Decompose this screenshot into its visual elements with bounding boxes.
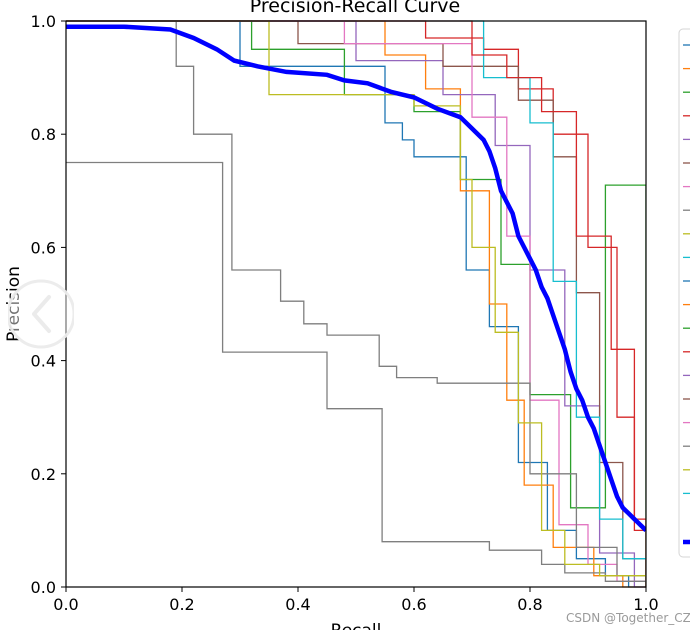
legend bbox=[678, 28, 690, 558]
axes-frame bbox=[65, 20, 647, 588]
previous-slide-button[interactable] bbox=[6, 276, 76, 352]
legend-box bbox=[678, 28, 690, 558]
y-tick-label: 0.8 bbox=[31, 125, 56, 144]
series-line-class-8 bbox=[66, 20, 646, 577]
nav-circle bbox=[6, 279, 76, 349]
watermark-text: CSDN @Together_CZ bbox=[566, 611, 690, 625]
y-tick-label: 1.0 bbox=[31, 12, 56, 31]
x-tick-label: 0.0 bbox=[53, 595, 78, 614]
y-tick-label: 0.6 bbox=[31, 238, 56, 257]
series-line-class-12 bbox=[66, 20, 646, 532]
series-line-class-3 bbox=[66, 20, 646, 587]
y-tick-label: 0.0 bbox=[31, 578, 56, 597]
chevron-left-icon bbox=[6, 279, 76, 349]
x-tick-label: 0.6 bbox=[401, 595, 426, 614]
y-tick-label: 0.4 bbox=[31, 352, 56, 371]
series-group bbox=[66, 20, 646, 588]
series-line-class-7 bbox=[66, 20, 646, 582]
series-line-class-11 bbox=[66, 20, 646, 560]
axes: 0.0 0.2 0.4 0.6 0.8 1.0 0.0 0.2 0.4 0.6 0.8 1.0 bbox=[31, 12, 659, 614]
nav-chevron bbox=[32, 295, 51, 333]
x-tick-label: 0.2 bbox=[169, 595, 194, 614]
series-line-class-9 bbox=[66, 161, 646, 582]
x-tick-label: 1.0 bbox=[633, 595, 658, 614]
series-line-mean bbox=[66, 24, 646, 533]
x-tick-label: 0.8 bbox=[517, 595, 542, 614]
chart-title: Precision-Recall Curve bbox=[250, 0, 460, 17]
x-tick-label: 0.4 bbox=[285, 595, 310, 614]
y-tick-label: 0.2 bbox=[31, 465, 56, 484]
x-axis-label: Recall bbox=[331, 621, 382, 630]
series-layer bbox=[66, 20, 646, 588]
